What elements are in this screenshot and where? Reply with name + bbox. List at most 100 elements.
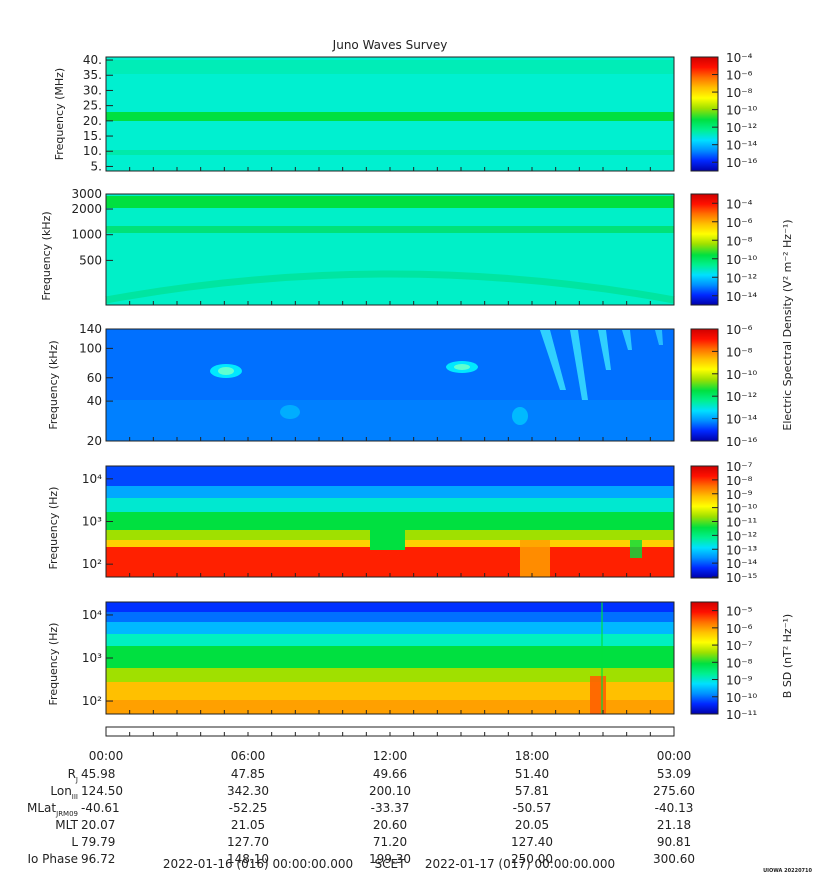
ephemeris-label: MLT xyxy=(55,818,78,832)
ephemeris-value: 20.60 xyxy=(373,818,407,832)
y-tick-label: 10⁴ xyxy=(82,472,102,486)
colorbar-tick-label: 10⁻¹² xyxy=(726,121,757,135)
y-tick-label: 100 xyxy=(79,341,102,355)
ephemeris-value: 127.70 xyxy=(227,835,269,849)
colorbar-tick-label: 10⁻¹⁴ xyxy=(726,290,757,304)
y-axis-label-5: Frequency (Hz) xyxy=(47,623,60,706)
colorbar-tick-label: 10⁻⁷ xyxy=(726,639,753,653)
colorbar-title-electric: Electric Spectral Density (V² m⁻² Hz⁻¹) xyxy=(781,219,794,430)
colorbar-tick-label: 10⁻⁸ xyxy=(726,86,753,100)
y-tick-label: 1000 xyxy=(71,228,102,242)
footer-tag: UIOWA 20220710 xyxy=(763,868,812,874)
y-axis-label-4: Frequency (Hz) xyxy=(47,487,60,570)
ephemeris-value: 49.66 xyxy=(373,767,407,781)
ephemeris-value: -40.61 xyxy=(81,801,120,815)
colorbar-tick-label: 10⁻¹¹ xyxy=(726,708,757,722)
ephemeris-value: 21.05 xyxy=(231,818,265,832)
ephemeris-value: 200.10 xyxy=(369,784,411,798)
ephemeris-label: RJ xyxy=(68,767,78,784)
y-axis-label-2: Frequency (kHz) xyxy=(40,211,53,300)
time-tick-label: 12:00 xyxy=(373,749,408,763)
colorbar-title-magnetic: B SD (nT² Hz⁻¹) xyxy=(781,614,794,698)
panel-5: 10² 10³ 10⁴ Frequency (Hz) 10⁻⁵ 10⁻⁶ 10⁻⁷ 10⁻… xyxy=(47,601,757,722)
ephemeris-value: 53.09 xyxy=(657,767,691,781)
ephemeris-value: 20.05 xyxy=(515,818,549,832)
y-tick-label: 10³ xyxy=(82,651,102,665)
colorbar-tick-label: 10⁻¹⁶ xyxy=(726,435,757,449)
colorbar-tick-label: 10⁻¹¹ xyxy=(726,516,757,530)
colorbar-tick-label: 10⁻¹⁵ xyxy=(726,571,757,585)
spectrogram-4 xyxy=(106,466,674,577)
colorbar-tick-label: 10⁻¹² xyxy=(726,390,757,404)
colorbar-5 xyxy=(690,601,719,715)
ephemeris-value: 300.60 xyxy=(653,852,695,866)
y-tick-label: 35. xyxy=(83,68,102,82)
ephemeris-value: 342.30 xyxy=(227,784,269,798)
colorbar-tick-label: 10⁻⁹ xyxy=(726,488,753,502)
colorbar-tick-label: 10⁻⁸ xyxy=(726,345,753,359)
time-range-start: 2022-01-16 (016) 00:00:00.000 xyxy=(163,857,353,871)
ephemeris-label: LonIII xyxy=(50,784,78,801)
colorbar-2 xyxy=(690,193,719,306)
colorbar-tick-label: 10⁻¹⁴ xyxy=(726,557,757,571)
time-tick-label: 06:00 xyxy=(231,749,266,763)
time-range-scet: SCET xyxy=(375,857,407,871)
colorbar-tick-label: 10⁻¹⁰ xyxy=(726,104,757,118)
ephemeris-value: 127.40 xyxy=(511,835,553,849)
y-tick-label: 40 xyxy=(87,394,102,408)
time-tick-label: 00:00 xyxy=(657,749,692,763)
y-tick-label: 10² xyxy=(82,557,102,571)
colorbar-tick-label: 10⁻¹⁰ xyxy=(726,253,757,267)
spectrogram-5 xyxy=(106,602,674,714)
colorbar-tick-label: 10⁻⁶ xyxy=(726,622,753,636)
ephemeris-label: Io Phase xyxy=(27,852,78,866)
y-tick-label: 500 xyxy=(79,253,102,267)
ephemeris-value: 79.79 xyxy=(81,835,115,849)
ephemeris-value: -52.25 xyxy=(229,801,268,815)
y-tick-label: 20. xyxy=(83,114,102,128)
y-tick-label: 5. xyxy=(91,159,102,173)
ephemeris-value: 51.40 xyxy=(515,767,549,781)
ephemeris-value: 45.98 xyxy=(81,767,115,781)
colorbar-tick-label: 10⁻⁶ xyxy=(726,323,753,337)
time-tick-label: 00:00 xyxy=(89,749,124,763)
panel-3: 20 40 60 100 140 Frequency (kHz) 10⁻⁶ 10⁻⁸ 10⁻… xyxy=(47,322,757,449)
y-tick-label: 30. xyxy=(83,83,102,97)
y-tick-label: 10⁴ xyxy=(82,608,102,622)
y-tick-label: 3000 xyxy=(71,187,102,201)
ephemeris-value: -33.37 xyxy=(371,801,410,815)
colorbar-tick-label: 10⁻¹⁴ xyxy=(726,139,757,153)
colorbar-1 xyxy=(690,56,719,172)
spectrogram-2 xyxy=(105,194,675,305)
ephemeris-value: 20.07 xyxy=(81,818,115,832)
chart-title: Juno Waves Survey xyxy=(332,38,448,52)
y-tick-label: 140 xyxy=(79,322,102,336)
panel-1: 5.10.15.20.25.30.35.40. Frequency (MHz) … xyxy=(53,51,757,173)
ephemeris-value: 250.00 xyxy=(511,852,553,866)
ephemeris-value: 21.18 xyxy=(657,818,691,832)
spectrogram-3 xyxy=(106,329,674,441)
ephemeris-value: -40.13 xyxy=(655,801,694,815)
colorbar-tick-label: 10⁻¹² xyxy=(726,271,757,285)
ephemeris-value: 47.85 xyxy=(231,767,265,781)
ephemeris-value: 90.81 xyxy=(657,835,691,849)
colorbar-tick-label: 10⁻⁵ xyxy=(726,605,753,619)
colorbar-tick-label: 10⁻¹² xyxy=(726,529,757,543)
ephemeris-value: 71.20 xyxy=(373,835,407,849)
colorbar-tick-label: 10⁻⁶ xyxy=(726,216,753,230)
spectrogram-1 xyxy=(106,57,674,171)
colorbar-tick-label: 10⁻¹⁰ xyxy=(726,502,757,516)
y-tick-label: 15. xyxy=(83,129,102,143)
ephemeris-value: 124.50 xyxy=(81,784,123,798)
colorbar-tick-label: 10⁻⁴ xyxy=(726,197,753,211)
y-axis-label-1: Frequency (MHz) xyxy=(53,68,66,160)
colorbar-tick-label: 10⁻⁸ xyxy=(726,474,753,488)
time-range-end: 2022-01-17 (017) 00:00:00.000 xyxy=(425,857,615,871)
ephemeris-value: 96.72 xyxy=(81,852,115,866)
colorbar-tick-label: 10⁻⁴ xyxy=(726,51,753,65)
ephemeris-value: 148.10 xyxy=(227,852,269,866)
y-tick-label: 40. xyxy=(83,53,102,67)
colorbar-tick-label: 10⁻⁷ xyxy=(726,460,753,474)
ephemeris-label: MLatJRM09 xyxy=(27,801,78,818)
